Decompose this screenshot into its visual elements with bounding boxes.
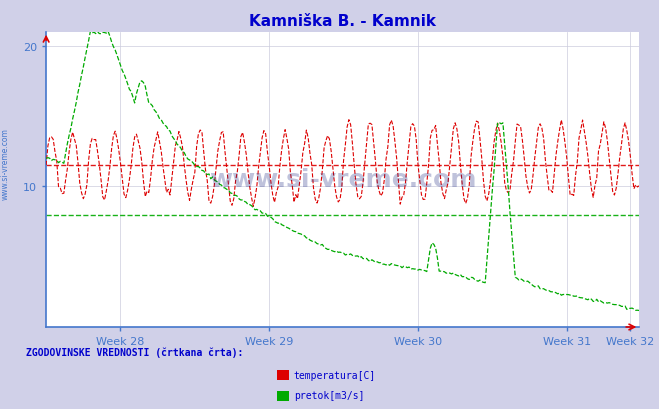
Text: temperatura[C]: temperatura[C]: [294, 370, 376, 380]
Text: www.si-vreme.com: www.si-vreme.com: [1, 128, 10, 200]
Text: www.si-vreme.com: www.si-vreme.com: [209, 168, 476, 192]
Text: ZGODOVINSKE VREDNOSTI (črtkana črta):: ZGODOVINSKE VREDNOSTI (črtkana črta):: [26, 346, 244, 357]
Text: pretok[m3/s]: pretok[m3/s]: [294, 391, 364, 400]
Title: Kamniška B. - Kamnik: Kamniška B. - Kamnik: [249, 14, 436, 29]
